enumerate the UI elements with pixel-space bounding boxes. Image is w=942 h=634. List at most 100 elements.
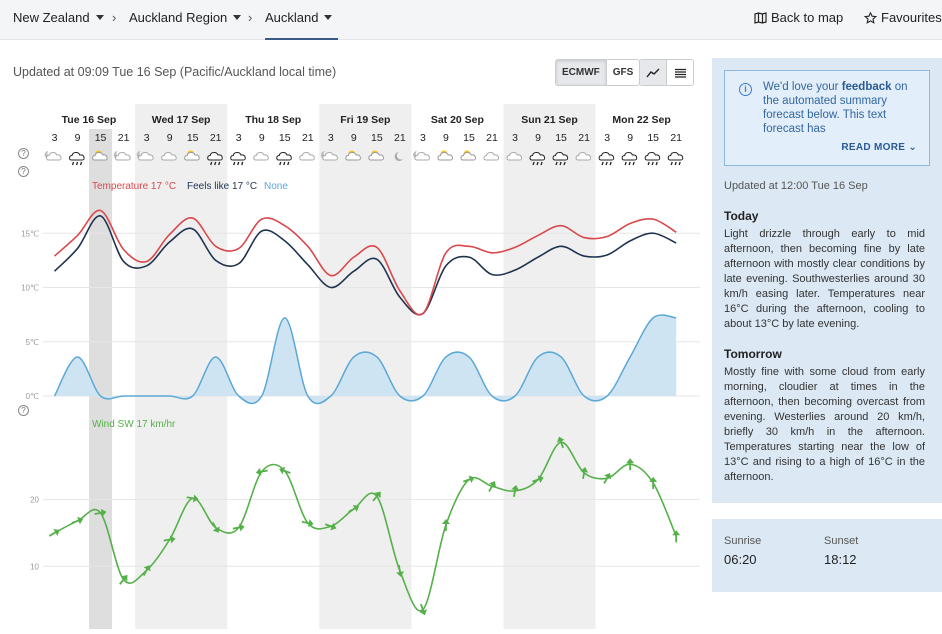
help-icon[interactable]: ? bbox=[18, 148, 29, 159]
wind-arrow-icon bbox=[255, 467, 268, 476]
legend-entry: None bbox=[264, 181, 288, 192]
cloud-shape bbox=[207, 151, 223, 161]
wind-arrow-icon bbox=[603, 473, 612, 484]
cloud-moon-icon bbox=[413, 151, 430, 161]
cloud-icon bbox=[299, 151, 315, 161]
breadcrumb-auckland[interactable]: Auckland bbox=[265, 0, 339, 40]
breadcrumb-auckland-region[interactable]: Auckland Region bbox=[129, 0, 242, 40]
y-tick-label: 5℃ bbox=[26, 338, 39, 347]
table-view-button[interactable] bbox=[666, 60, 693, 85]
caret-down-icon bbox=[95, 15, 104, 20]
day-label: Mon 22 Sep bbox=[612, 114, 670, 126]
cloud-shape bbox=[345, 151, 361, 161]
wind-arrow-icon bbox=[301, 519, 314, 528]
favourites-label: Favourites bbox=[881, 10, 942, 25]
read-more-button[interactable]: READ MORE ⌄ bbox=[841, 141, 917, 155]
moon-shape bbox=[394, 152, 403, 161]
cloud-shape bbox=[138, 151, 154, 161]
hour-label: 3 bbox=[604, 132, 610, 144]
cloud-rain-icon bbox=[598, 151, 615, 166]
read-more-label: READ MORE bbox=[841, 142, 906, 153]
star-icon bbox=[863, 11, 878, 24]
wind-arrow-icon bbox=[580, 467, 589, 479]
arrow-head bbox=[239, 523, 245, 532]
chevron-right-icon: › bbox=[112, 10, 117, 25]
help-icon[interactable]: ? bbox=[18, 405, 29, 416]
cloud-shape bbox=[621, 151, 638, 161]
help-icon[interactable]: ? bbox=[18, 166, 29, 177]
hour-label: 9 bbox=[351, 132, 357, 144]
sun-times-panel: Sunrise 06:20 Sunset 18:12 bbox=[712, 519, 942, 592]
cloud-shape bbox=[184, 151, 200, 161]
tomorrow-text: Mostly fine with some cloud from early m… bbox=[724, 366, 925, 483]
cloud-shape bbox=[115, 151, 131, 161]
rain-drops bbox=[670, 161, 681, 166]
hour-label: 3 bbox=[420, 132, 426, 144]
cloud-shape bbox=[299, 151, 315, 161]
info-text: We'd love your bbox=[763, 81, 842, 93]
arrow-head bbox=[604, 473, 612, 480]
wind-arrow-icon bbox=[186, 494, 199, 503]
cloud-icon bbox=[253, 151, 269, 161]
cloud-shape bbox=[506, 151, 523, 161]
rain-drops bbox=[532, 161, 543, 166]
model-ecmwf-button[interactable]: ECMWF bbox=[556, 60, 606, 85]
cloud-rain-icon bbox=[230, 151, 246, 166]
sunrise-time: 06:20 bbox=[724, 552, 757, 567]
cloud-shape bbox=[46, 151, 62, 161]
cloud-moon-icon bbox=[136, 151, 154, 161]
cloud-shape bbox=[322, 151, 338, 161]
model-gfs-button[interactable]: GFS bbox=[605, 60, 640, 85]
hour-label: 3 bbox=[144, 132, 150, 144]
cloud-rain-icon bbox=[667, 151, 684, 166]
hour-label: 3 bbox=[52, 132, 58, 144]
model-selector: ECMWF GFS bbox=[555, 59, 641, 86]
arrow-head bbox=[308, 519, 314, 528]
arrow-head bbox=[169, 535, 176, 544]
hour-label: 9 bbox=[535, 132, 541, 144]
cloud-shape bbox=[460, 151, 477, 161]
breadcrumb-label: New Zealand bbox=[13, 10, 90, 25]
day-label: Wed 17 Sep bbox=[152, 114, 211, 126]
sun-cloud-icon bbox=[437, 150, 454, 161]
rain-drops bbox=[601, 161, 612, 166]
arrow-head bbox=[511, 485, 520, 491]
hour-label: 15 bbox=[95, 132, 107, 144]
today-heading: Today bbox=[724, 209, 759, 223]
hour-label: 15 bbox=[463, 132, 475, 144]
hour-label: 3 bbox=[512, 132, 518, 144]
breadcrumb-new-zealand[interactable]: New Zealand bbox=[13, 0, 104, 40]
back-to-map-button[interactable]: Back to map bbox=[754, 0, 843, 36]
hour-label: 9 bbox=[627, 132, 633, 144]
rain-area bbox=[54, 314, 677, 404]
hour-label: 21 bbox=[118, 132, 130, 144]
arrow-head bbox=[121, 575, 128, 582]
cloud-moon-icon bbox=[113, 151, 131, 161]
rain-drops bbox=[71, 161, 83, 166]
hour-label: 9 bbox=[167, 132, 173, 144]
hour-label: 3 bbox=[328, 132, 334, 144]
day-label: Sat 20 Sep bbox=[431, 114, 484, 126]
wind-line bbox=[54, 441, 677, 612]
forecast-chart: Tue 16 Sep 3 9 15 21 Wed 17 Sep 3 9 15 21 Thu 18 S… bbox=[0, 100, 700, 629]
legend-entry: Feels like 17 °C bbox=[187, 181, 257, 192]
arrow-head bbox=[396, 571, 405, 577]
y-tick-label: 15℃ bbox=[21, 229, 39, 238]
info-text: on the automated summary forecast below.… bbox=[763, 81, 908, 135]
sun-cloud-icon bbox=[345, 150, 361, 161]
wind-arrow-icon bbox=[396, 564, 405, 577]
sunset-label: Sunset bbox=[824, 535, 859, 547]
cloud-shape bbox=[92, 151, 108, 161]
wind-arrow-icon bbox=[441, 518, 450, 531]
hour-label: 9 bbox=[259, 132, 265, 144]
sun-cloud-icon bbox=[460, 150, 477, 161]
favourites-button[interactable]: Favourites bbox=[863, 0, 942, 36]
cloud-icon bbox=[575, 151, 592, 161]
arrow-head bbox=[352, 504, 360, 512]
arrow-head bbox=[330, 522, 337, 531]
wind-arrow-icon bbox=[488, 481, 496, 492]
feedback-link[interactable]: feedback bbox=[841, 81, 892, 93]
cloud-shape bbox=[253, 151, 269, 161]
chart-view-button[interactable] bbox=[640, 60, 667, 85]
